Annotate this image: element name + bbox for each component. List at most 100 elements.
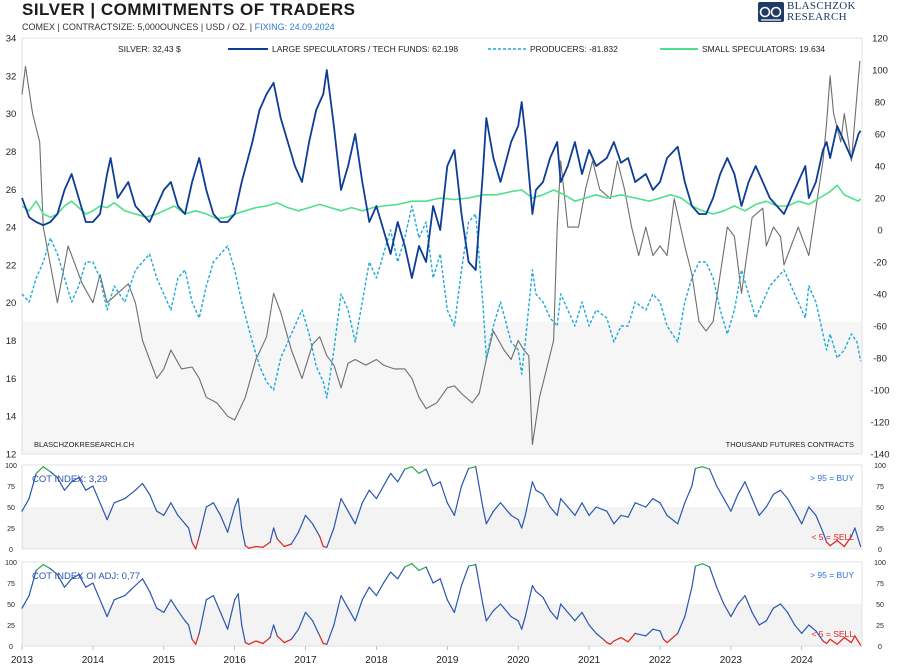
cot-index-oi-adj-segment [354, 599, 363, 622]
cot-index-segment [78, 477, 87, 491]
cot-index-segment [177, 514, 186, 525]
cot-index-segment [390, 472, 399, 483]
cot-index-oi-adj-segment [808, 624, 817, 632]
cot-index-oi-adj-segment [255, 640, 264, 645]
brand-logo: BLASCHZOK RESEARCH [757, 1, 867, 25]
cot-index-left-tick-75: 75 [7, 484, 15, 491]
cot-index-segment [645, 498, 654, 508]
right-axis-tick--20: -20 [873, 258, 887, 269]
cot-index-oi-adj-segment [149, 590, 158, 609]
left-axis-tick-26: 26 [6, 185, 17, 196]
cot-index-segment [241, 527, 246, 547]
cot-index-segment [815, 514, 824, 533]
cot-index-segment [141, 482, 151, 495]
left-axis-tick-34: 34 [6, 34, 17, 45]
right-axis-tick-0: 0 [877, 226, 882, 237]
cot-index-segment [485, 510, 494, 525]
cot-index-segment [276, 538, 285, 548]
cot-index-oi-adj-segment [390, 571, 399, 580]
cot-index-segment [432, 481, 441, 487]
cot-oi-adj-left-tick-75: 75 [7, 581, 15, 588]
cot-index-segment [744, 481, 753, 500]
cot-index-oi-adj-segment [524, 584, 534, 618]
cot-index-segment [170, 502, 179, 517]
cot-index-segment [850, 527, 856, 538]
right-axis-tick--40: -40 [873, 290, 887, 301]
cot-index-oi-adj-segment [499, 603, 512, 618]
cot-index-oi-adj-segment [237, 593, 243, 626]
cot-index-oi-adj-segment [567, 611, 576, 622]
cot-index-oi-adj-segment [21, 594, 30, 609]
source-annotation: BLASCHZOKRESEARCH.CH [34, 440, 134, 449]
cot-index-oi-adj-segment [35, 563, 44, 572]
cot-index-oi-adj-segment [124, 584, 136, 597]
cot-index-oi-adj-segment [219, 611, 229, 630]
cot-index-oi-adj-segment [141, 578, 151, 593]
left-axis-tick-20: 20 [6, 298, 17, 309]
x-axis-label-2023: 2023 [720, 655, 743, 666]
cot-index-oi-adj-segment [177, 610, 186, 622]
right-axis-tick-20: 20 [875, 194, 886, 205]
cot-oi-adj-right-tick-50: 50 [876, 602, 884, 609]
cot-index-segment [56, 477, 66, 491]
cot-index-oi-adj-segment [276, 635, 285, 644]
cot-index-oi-adj-segment [156, 607, 165, 614]
cot-index-segment [99, 502, 108, 521]
cot-index-right-tick-100: 100 [874, 463, 886, 470]
cot-index-segment [613, 514, 622, 525]
cot-index-segment [425, 468, 434, 487]
cot-index-segment [375, 485, 385, 500]
cot-index-oi-adj-segment [333, 594, 342, 626]
chart-subtitle: COMEX | CONTRACTSIZE: 5,000OUNCES | USD … [22, 22, 335, 32]
cot-index-oi-adj-segment [581, 611, 590, 626]
cot-index-oi-adj-segment [666, 632, 679, 644]
cot-index-oi-adj-segment [163, 599, 172, 614]
left-axis-tick-18: 18 [6, 336, 17, 347]
cot-index-oi-adj-segment [652, 628, 661, 632]
cot-oi-adj-left-tick-25: 25 [7, 623, 15, 630]
cot-index-oi-adj-segment [113, 594, 126, 601]
cot-index-oi-adj-segment [340, 594, 349, 609]
units-annotation: THOUSAND FUTURES CONTRACTS [726, 440, 854, 449]
cot-index-segment [808, 506, 817, 517]
cot-index-oi-adj-segment [765, 607, 775, 622]
logo-mark-icon [758, 2, 784, 22]
cot-index-segment [684, 485, 693, 504]
cot-index-segment [716, 485, 725, 500]
cot-index-oi-adj-segment [28, 569, 37, 597]
main-lower-band [22, 321, 862, 454]
cot-index-segment [283, 543, 292, 548]
cot-index-oi-adj-segment [744, 594, 753, 614]
cot-index-oi-adj-segment [195, 632, 200, 645]
cot-index-oi-adj-segment [425, 566, 434, 584]
cot-index-segment [694, 466, 704, 469]
cot-index-oi-adj-segment [662, 638, 668, 644]
legend-silver: SILVER: 32,43 $ [118, 44, 181, 54]
cot-index-segment [290, 531, 300, 545]
cot-index-oi-adj-segment [304, 611, 314, 622]
cot-index-oi-adj-segment [432, 578, 441, 584]
cot-index-segment [482, 506, 487, 525]
x-axis-label-2020: 2020 [507, 655, 530, 666]
cot-index-oi-adj-segment [684, 586, 693, 618]
cot-index-segment [549, 506, 558, 517]
cot-index-segment [113, 498, 126, 504]
cot-index-segment [205, 502, 214, 508]
cot-index-segment [701, 466, 711, 470]
cot-index-segment [340, 498, 349, 512]
left-axis-tick-32: 32 [6, 71, 17, 82]
x-axis-label-2024: 2024 [791, 655, 814, 666]
cot-index-segment [751, 498, 760, 517]
cot-index-segment [627, 502, 636, 518]
cot-index-segment [188, 527, 193, 543]
cot-index-oi-adj-segment [375, 582, 385, 597]
cot-index-oi-adj-segment [560, 603, 569, 614]
cot-index-oi-adj-segment [326, 624, 335, 645]
cot-index-oi-adj-segment [549, 610, 558, 620]
cot-oi-adj-left-tick-100: 100 [5, 560, 17, 567]
right-axis-tick-100: 100 [872, 66, 888, 77]
cot-index-oi-adj-segment [751, 611, 760, 626]
cot-index-oi-adj-segment [42, 563, 52, 570]
cot-index-segment [163, 502, 172, 517]
logo-line-1: BLASCHZOK [787, 0, 856, 12]
